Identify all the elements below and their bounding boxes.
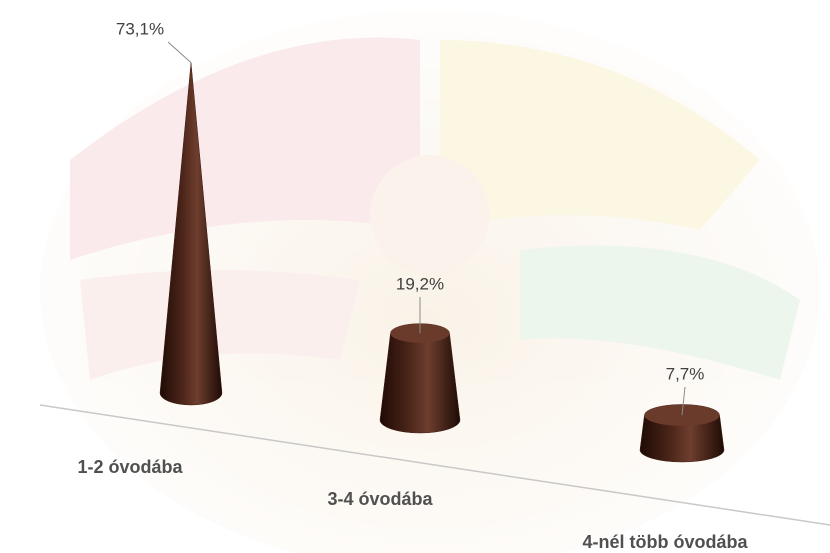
value-label: 73,1%	[116, 19, 164, 38]
leader-line	[168, 42, 191, 63]
value-label: 7,7%	[666, 364, 705, 383]
category-label: 1-2 óvodába	[77, 457, 183, 477]
value-label: 19,2%	[396, 274, 444, 293]
category-label: 4-nél több óvodába	[582, 532, 748, 552]
chart: 73,1% 1-2 óvodába 19,2% 3-4 óvodába 7,7% 4-né…	[0, 0, 830, 553]
category-label: 3-4 óvodába	[327, 489, 433, 509]
